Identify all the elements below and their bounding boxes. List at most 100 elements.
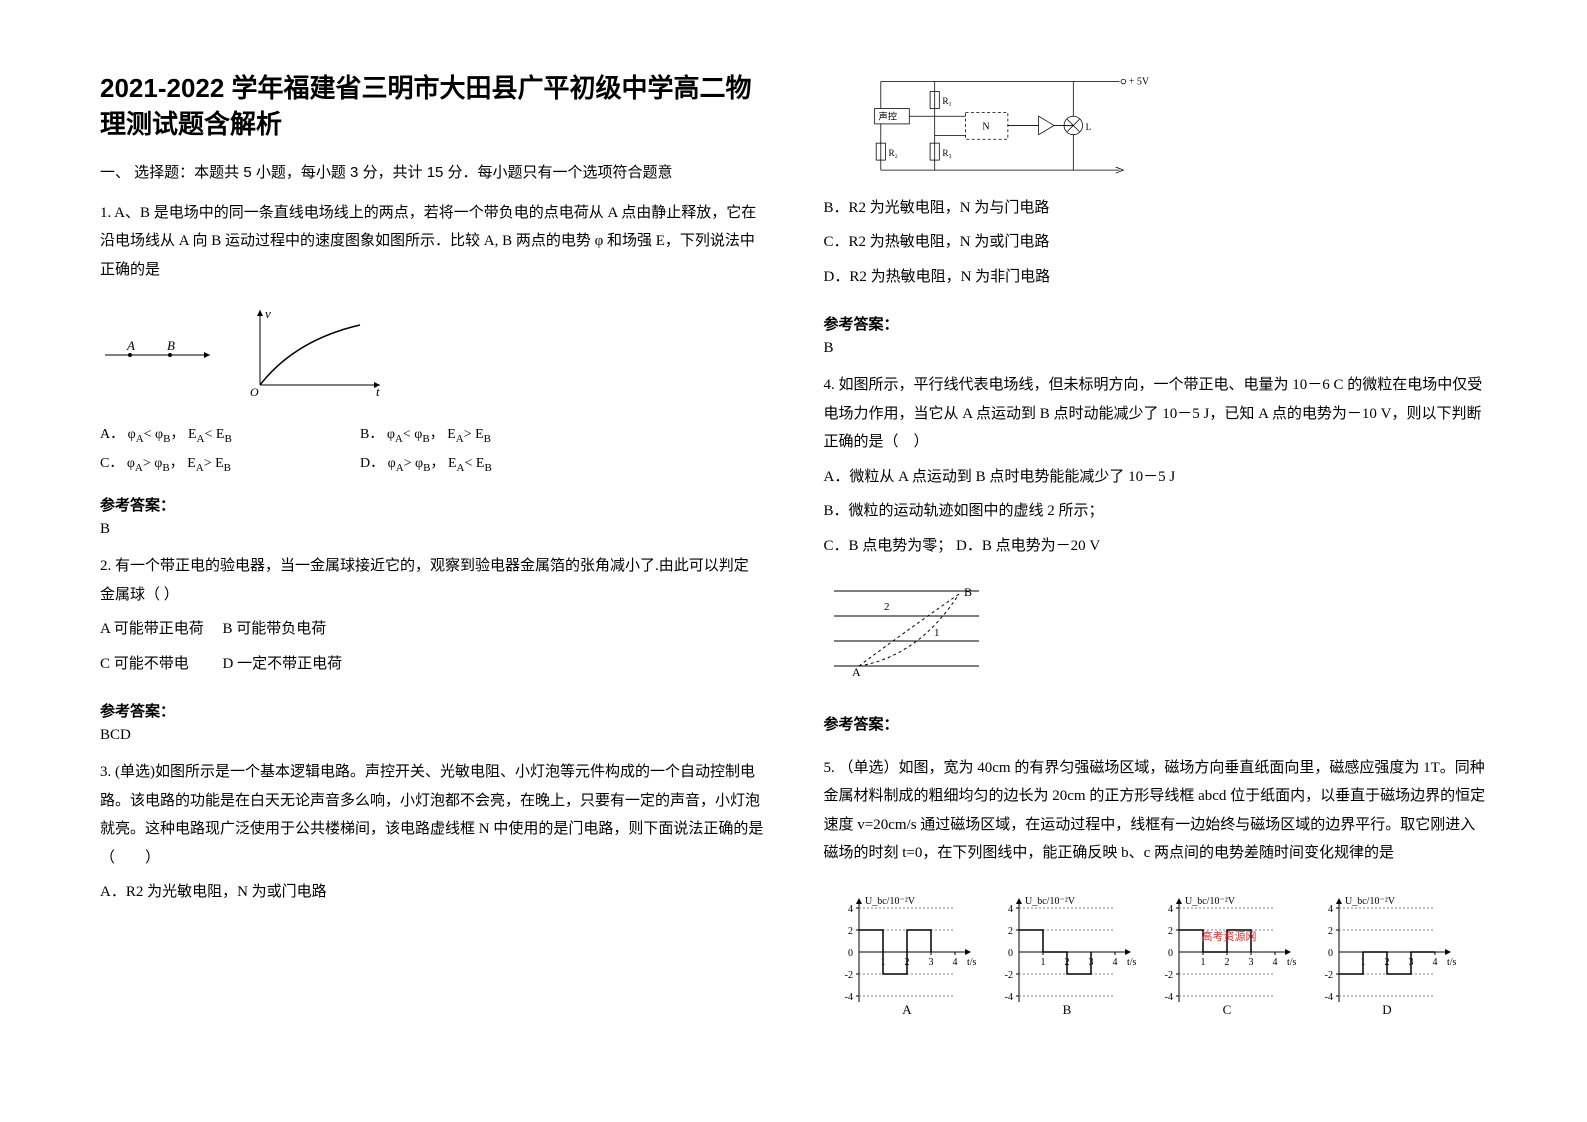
svg-text:3: 3 <box>1248 957 1253 968</box>
svg-text:U_bc/10⁻²V: U_bc/10⁻²V <box>1025 896 1076 907</box>
svg-text:4: 4 <box>1008 904 1013 915</box>
q4-fig-b: B <box>964 585 972 599</box>
q1-options-row1: A． φA< φB， EA< EB B． φA< φB， EA> EB <box>100 421 764 450</box>
svg-text:1: 1 <box>1040 957 1045 968</box>
svg-text:2: 2 <box>1008 926 1013 937</box>
svg-text:2: 2 <box>848 926 853 937</box>
svg-text:t/s: t/s <box>1127 957 1137 968</box>
q1-stem: 1. A、B 是电场中的同一条直线电场线上的两点，若将一个带负电的点电荷从 A … <box>100 199 764 285</box>
svg-text:-2: -2 <box>1164 970 1172 981</box>
svg-text:U_bc/10⁻²V: U_bc/10⁻²V <box>1345 896 1396 907</box>
q3-stem: 3. (单选)如图所示是一个基本逻辑电路。声控开关、光敏电阻、小灯泡等元件构成的… <box>100 758 764 872</box>
q2-opt-d: D 一定不带正电荷 <box>223 656 343 672</box>
svg-text:-4: -4 <box>1324 992 1332 1003</box>
q4-opt-c: C．B 点电势为零； <box>824 538 953 554</box>
q3-figure: + 5V 声控 R₂ R₁ R₃ N L <box>824 70 1184 186</box>
svg-text:-4: -4 <box>1004 992 1012 1003</box>
svg-text:C: C <box>1222 1002 1231 1017</box>
q1-fig-origin: O <box>250 385 259 399</box>
svg-text:-2: -2 <box>1004 970 1012 981</box>
question-2: 2. 有一个带正电的验电器，当一金属球接近它的，观察到验电器金属箔的张角减小了.… <box>100 552 764 684</box>
question-3: 3. (单选)如图所示是一个基本逻辑电路。声控开关、光敏电阻、小灯泡等元件构成的… <box>100 758 764 913</box>
q3-fig-r3: R₃ <box>942 148 951 158</box>
q3-answer: B <box>824 340 1488 357</box>
svg-text:-4: -4 <box>1164 992 1172 1003</box>
svg-text:2: 2 <box>1168 926 1173 937</box>
page-title: 2021-2022 学年福建省三明市大田县广平初级中学高二物理测试题含解析 <box>100 70 764 143</box>
svg-text:-2: -2 <box>844 970 852 981</box>
q3-opt-a: A．R2 为光敏电阻，N 为或门电路 <box>100 878 764 907</box>
q1-fig-label-a: A <box>126 338 135 353</box>
q4-opt-d: D．B 点电势为－20 V <box>956 538 1100 554</box>
section-heading: 一、 选择题：本题共 5 小题，每小题 3 分，共计 15 分．每小题只有一个选… <box>100 161 764 185</box>
question-3-cont: B．R2 为光敏电阻，N 为与门电路 C．R2 为热敏电阻，N 为或门电路 D．… <box>824 194 1488 298</box>
q1-opt-d: D． φA> φB， EA< EB <box>360 450 492 479</box>
svg-text:-2: -2 <box>1324 970 1332 981</box>
question-1: 1. A、B 是电场中的同一条直线电场线上的两点，若将一个带负电的点电荷从 A … <box>100 199 764 479</box>
svg-text:U_bc/10⁻²V: U_bc/10⁻²V <box>865 896 916 907</box>
q4-figure: A B 2 1 <box>824 576 994 676</box>
svg-text:0: 0 <box>848 948 853 959</box>
q3-fig-n: N <box>982 121 989 132</box>
q3-fig-r1: R₁ <box>942 96 951 106</box>
svg-text:A: A <box>902 1002 912 1017</box>
q1-fig-xlabel: t <box>376 384 380 399</box>
svg-text:B: B <box>1062 1002 1071 1017</box>
q1-opt-b: B． φA< φB， EA> EB <box>360 421 491 450</box>
section-text: 一、 选择题：本题共 5 小题，每小题 3 分，共计 15 分．每小题只有一个选… <box>100 164 673 181</box>
svg-text:t/s: t/s <box>1287 957 1297 968</box>
q5-stem: 5. （单选）如图，宽为 40cm 的有界匀强磁场区域，磁场方向垂直纸面向里，磁… <box>824 754 1488 868</box>
q2-stem: 2. 有一个带正电的验电器，当一金属球接近它的，观察到验电器金属箔的张角减小了.… <box>100 552 764 609</box>
q1-options-row2: C． φA> φB， EA> EB D． φA> φB， EA< EB <box>100 450 764 479</box>
svg-text:高考资源网: 高考资源网 <box>1201 929 1256 943</box>
svg-text:1: 1 <box>1200 957 1205 968</box>
svg-text:t/s: t/s <box>967 957 977 968</box>
svg-text:2: 2 <box>1328 926 1333 937</box>
q4-fig-a: A <box>852 665 861 676</box>
q1-fig-ylabel: v <box>265 306 271 321</box>
q4-opt-b: B．微粒的运动轨迹如图中的虚线 2 所示； <box>824 497 1488 526</box>
q4-fig-2: 2 <box>884 601 890 613</box>
svg-text:2: 2 <box>1224 957 1229 968</box>
q1-answer-label: 参考答案： <box>100 494 764 515</box>
left-column: 2021-2022 学年福建省三明市大田县广平初级中学高二物理测试题含解析 一、… <box>100 70 764 1052</box>
q2-opt-c: C 可能不带电 <box>100 656 189 672</box>
question-4: 4. 如图所示，平行线代表电场线，但未标明方向，一个带正电、电量为 10－6 C… <box>824 371 1488 697</box>
q4-fig-1: 1 <box>934 627 940 639</box>
svg-text:0: 0 <box>1168 948 1173 959</box>
q3-opt-b: B．R2 为光敏电阻，N 为与门电路 <box>824 194 1488 223</box>
q3-opt-d: D．R2 为热敏电阻，N 为非门电路 <box>824 263 1488 292</box>
svg-text:4: 4 <box>1272 957 1277 968</box>
q1-opt-a: A． φA< φB， EA< EB <box>100 421 360 450</box>
q4-stem: 4. 如图所示，平行线代表电场线，但未标明方向，一个带正电、电量为 10－6 C… <box>824 371 1488 457</box>
q3-fig-sound: 声控 <box>878 110 896 121</box>
q2-answer-label: 参考答案： <box>100 700 764 721</box>
q4-opt-a: A．微粒从 A 点运动到 B 点时电势能能减少了 10－5 J <box>824 463 1488 492</box>
q4-answer-label: 参考答案： <box>824 713 1488 734</box>
q1-opt-c: C． φA> φB， EA> EB <box>100 450 360 479</box>
q5-figure: -4 -2 2 4 0 1 2 3 4 U_bc/10⁻²V t/s A -4 -2 2 4 0 1 2 3 4 U_bc… <box>824 882 1464 1032</box>
svg-text:t/s: t/s <box>1447 957 1457 968</box>
svg-text:4: 4 <box>848 904 853 915</box>
q2-opt-b: B 可能带负电荷 <box>223 621 327 637</box>
q1-fig-label-b: B <box>167 338 175 353</box>
svg-text:4: 4 <box>1328 904 1333 915</box>
svg-text:D: D <box>1382 1002 1391 1017</box>
q1-figure: A B v t O <box>100 300 400 400</box>
svg-text:4: 4 <box>952 957 957 968</box>
q3-fig-r2: R₂ <box>888 148 897 158</box>
q3-answer-label: 参考答案： <box>824 313 1488 334</box>
question-5: 5. （单选）如图，宽为 40cm 的有界匀强磁场区域，磁场方向垂直纸面向里，磁… <box>824 754 1488 1043</box>
q3-opt-c: C．R2 为热敏电阻，N 为或门电路 <box>824 228 1488 257</box>
q2-opt-a: A 可能带正电荷 <box>100 621 204 637</box>
svg-text:4: 4 <box>1432 957 1437 968</box>
svg-text:4: 4 <box>1112 957 1117 968</box>
svg-text:4: 4 <box>1168 904 1173 915</box>
q2-answer: BCD <box>100 727 764 744</box>
svg-text:U_bc/10⁻²V: U_bc/10⁻²V <box>1185 896 1236 907</box>
q3-fig-voltage: + 5V <box>1128 77 1149 88</box>
q1-answer: B <box>100 521 764 538</box>
svg-text:-4: -4 <box>844 992 852 1003</box>
svg-text:3: 3 <box>928 957 933 968</box>
svg-text:0: 0 <box>1008 948 1013 959</box>
